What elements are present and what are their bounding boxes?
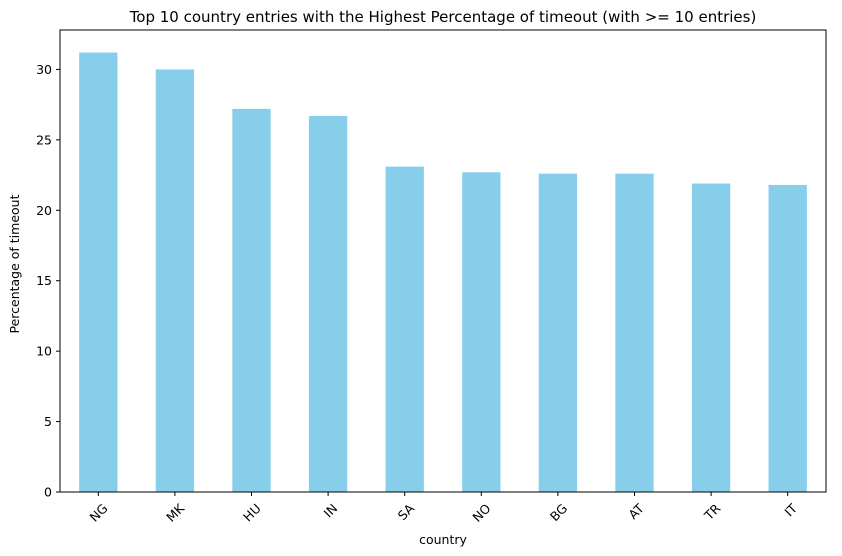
chart-title: Top 10 country entries with the Highest … [129,8,757,26]
bar-sa [385,166,424,492]
y-tick-label: 0 [44,485,52,500]
bar-ng [79,52,118,492]
bar-no [462,172,501,492]
y-tick-label: 20 [36,203,52,218]
bar-mk [155,69,195,492]
x-tick-label: NO [469,501,493,525]
y-axis-label: Percentage of timeout [7,194,22,333]
x-axis: NG MK HU IN SA NO BG AT TR IT [87,492,800,525]
x-tick-label: HU [240,501,264,525]
y-tick-label: 30 [36,62,52,77]
y-tick-label: 25 [36,132,52,147]
x-tick-label: NG [87,501,111,525]
y-tick-label: 5 [44,414,52,429]
bar-it [768,184,807,492]
y-tick-label: 10 [36,344,52,359]
bar-tr [691,183,731,492]
x-tick-label: IN [321,501,341,521]
x-axis-label: country [419,532,467,547]
y-tick-label: 15 [36,273,52,288]
bar-hu [232,108,271,492]
x-tick-label: TR [701,500,724,523]
x-tick-label: AT [625,500,647,522]
bar-in [308,115,348,493]
bar-at [615,173,654,493]
x-tick-label: IT [781,500,800,519]
plot-frame [59,29,827,493]
x-tick-label: MK [163,500,188,525]
x-tick-label: SA [395,500,418,523]
y-axis: 0 5 10 15 20 25 30 [36,62,60,500]
bar-bg [538,173,578,493]
bars-group [79,52,807,493]
x-tick-label: BG [547,501,570,524]
